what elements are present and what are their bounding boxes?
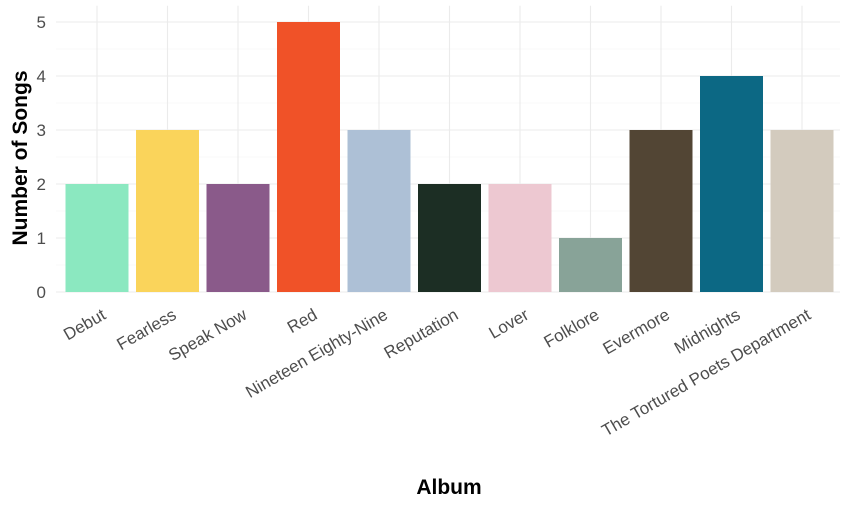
y-tick-label: 1: [37, 229, 46, 248]
y-tick-label: 0: [37, 283, 46, 302]
bar-lover: [488, 184, 552, 292]
x-axis-title: Album: [416, 476, 481, 499]
bar-speak-now: [206, 184, 270, 292]
bar-the-tortured-poets-department: [770, 130, 834, 292]
x-tick-label: Debut: [60, 305, 109, 344]
y-tick-label: 5: [37, 13, 46, 32]
bar-debut: [65, 184, 129, 292]
x-tick-label: Speak Now: [165, 305, 250, 365]
bar-nineteen-eighty-nine: [347, 130, 411, 292]
x-tick-label: Lover: [486, 305, 533, 343]
x-tick-label: Folklore: [541, 305, 603, 352]
bar-fearless: [136, 130, 199, 292]
y-axis-tick-labels: 0 1 2 3 4 5: [37, 13, 46, 302]
bar-folklore: [559, 238, 622, 292]
bar-evermore: [629, 130, 693, 292]
x-tick-label: Reputation: [381, 305, 462, 363]
bars: [65, 22, 834, 292]
x-tick-label: Evermore: [600, 305, 673, 358]
bar-midnights: [700, 76, 763, 292]
bar-reputation: [418, 184, 481, 292]
y-tick-label: 4: [37, 67, 46, 86]
y-tick-label: 3: [37, 121, 46, 140]
x-tick-label: Red: [284, 305, 321, 337]
y-tick-label: 2: [37, 175, 46, 194]
bar-red: [277, 22, 340, 292]
y-axis-title: Number of Songs: [9, 70, 32, 245]
